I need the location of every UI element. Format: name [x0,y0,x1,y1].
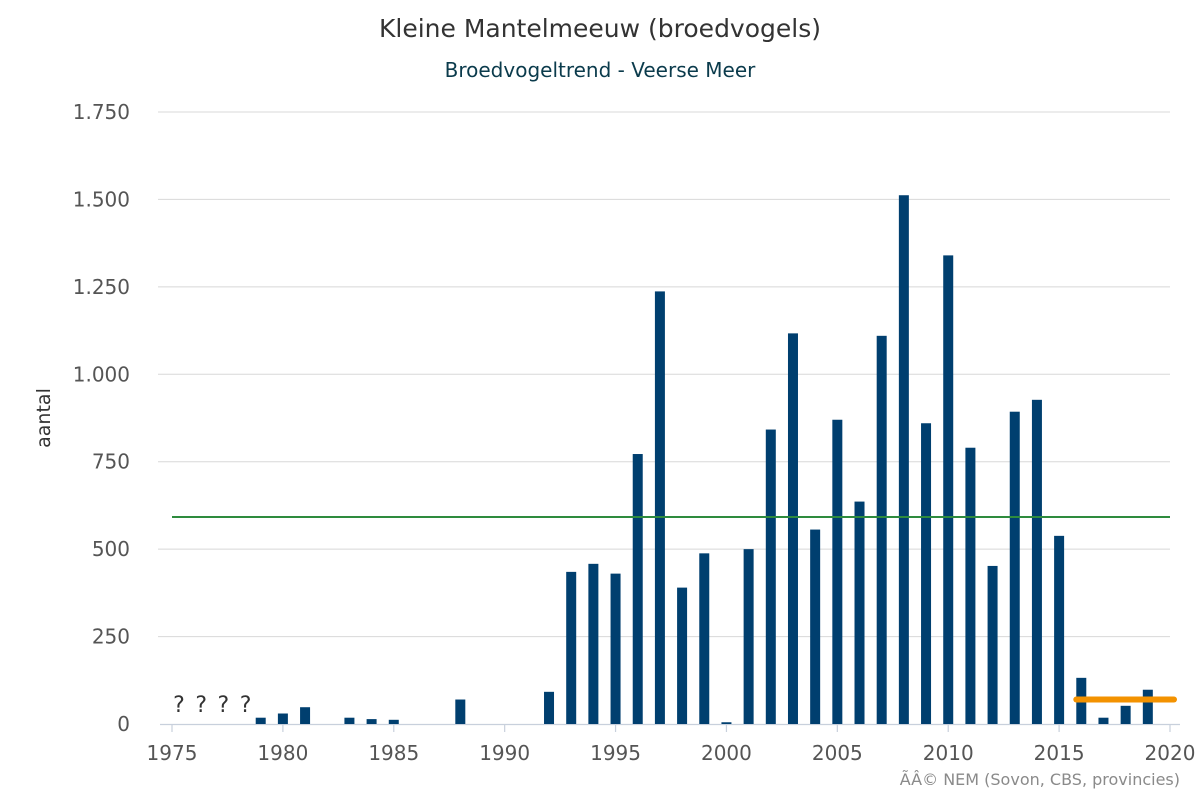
bar-2002 [765,429,776,724]
x-tick-label: 1990 [479,741,530,765]
bar-1997 [654,291,665,724]
bar-2012 [987,565,998,724]
credit-text: ÃÂ© NEM (Sovon, CBS, provincies) [899,770,1180,789]
bar-2013 [1009,411,1020,724]
y-tick-label: 0 [117,712,130,736]
bar-2008 [898,195,909,724]
bar-1979 [255,717,266,724]
bar-2011 [965,447,976,724]
bar-1985 [388,719,399,724]
bar-2015 [1054,535,1065,724]
x-tick-label: 1995 [590,741,641,765]
x-tick-label: 1975 [147,741,198,765]
bar-1988 [455,699,466,724]
y-tick-label: 1.500 [73,187,130,211]
chart-title: Kleine Mantelmeeuw (broedvogels) [378,14,822,43]
bar-1998 [677,587,688,724]
y-tick-label: 1.750 [73,100,130,124]
x-tick-label: 2010 [923,741,974,765]
bar-1999 [699,553,710,724]
missing-marker-1978: ? [240,693,252,718]
missing-marker-1976: ? [195,693,207,718]
bar-1996 [632,454,643,724]
bar-2000 [721,722,732,724]
chart-subtitle: Broedvogeltrend - Veerse Meer [444,58,756,82]
bar-2007 [876,335,887,724]
bar-2019 [1142,689,1153,724]
bar-1992 [544,691,555,724]
bar-2006 [854,501,865,724]
y-tick-label: 1.250 [73,275,130,299]
missing-marker-1977: ? [218,693,230,718]
bar-2018 [1120,705,1131,724]
bar-2014 [1031,399,1042,724]
bar-1995 [610,573,621,724]
bar-1983 [344,717,355,724]
bar-2001 [743,549,754,724]
bar-2010 [943,255,954,724]
bar-2009 [921,423,932,724]
bar-1980 [277,713,288,724]
bar-1984 [366,719,377,724]
x-tick-label: 2015 [1034,741,1085,765]
bar-1994 [588,563,599,724]
y-tick-label: 1.000 [73,362,130,386]
y-tick-label: 500 [92,537,130,561]
y-tick-label: 750 [92,450,130,474]
x-tick-label: 1980 [257,741,308,765]
bar-1981 [300,707,311,724]
bar-2017 [1098,717,1109,724]
bar-2005 [832,419,843,724]
missing-marker-1975: ? [173,693,185,718]
bar-1993 [566,571,577,724]
x-tick-label: 1985 [368,741,419,765]
x-tick-label: 2000 [701,741,752,765]
bar-2003 [787,333,798,724]
x-tick-label: 2005 [812,741,863,765]
bar-2004 [810,529,821,724]
y-tick-label: 250 [92,625,130,649]
x-tick-label: 2020 [1145,741,1196,765]
